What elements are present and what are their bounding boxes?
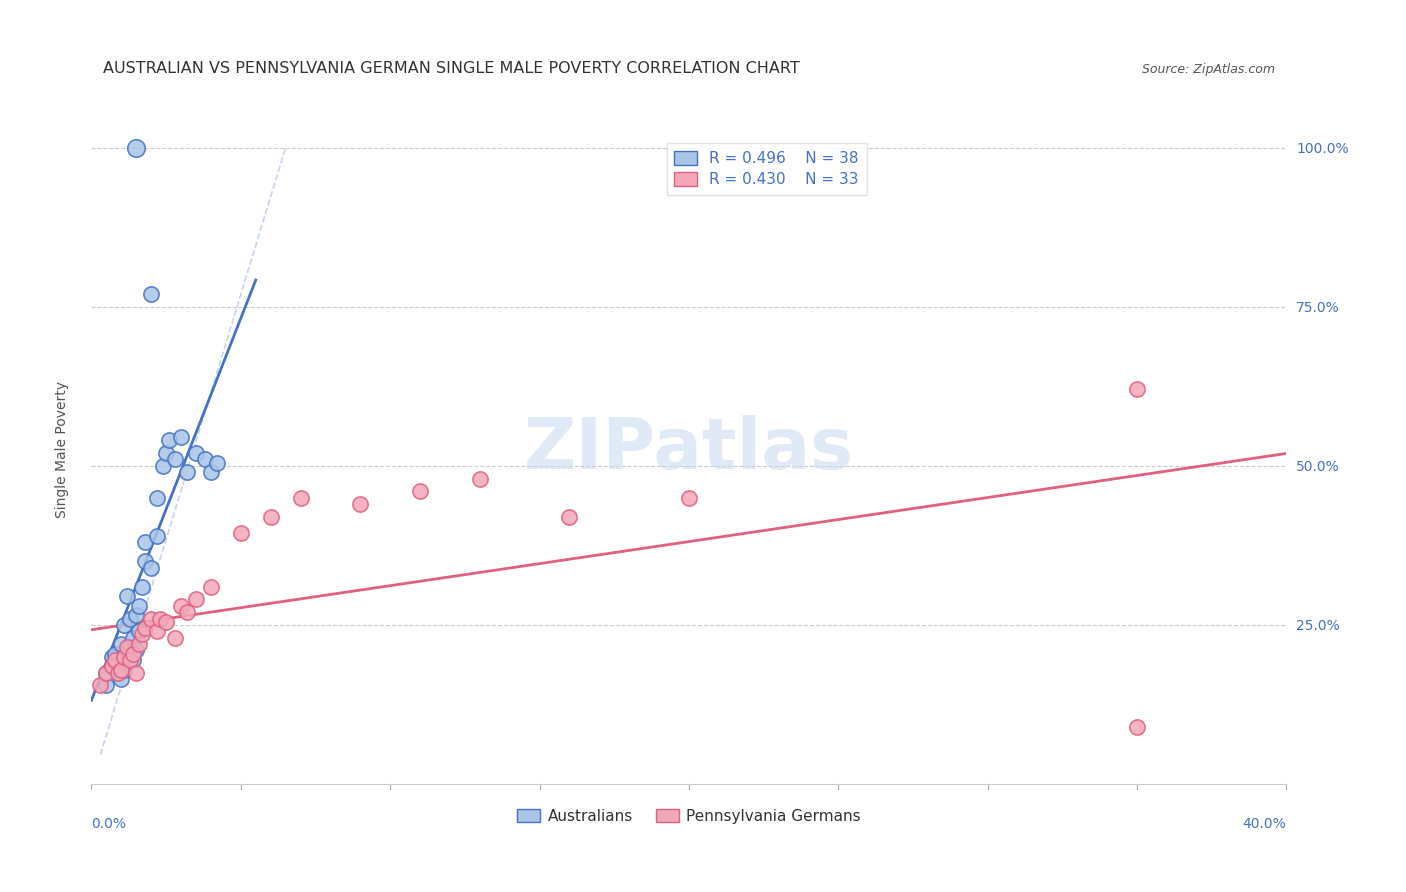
Point (110, 663, 132, 677)
Point (134, 535, 156, 549)
Point (155, 615, 177, 629)
Point (1126, 720, 1149, 734)
Point (96, 678, 118, 692)
Point (107, 665, 129, 680)
Point (184, 592, 207, 607)
Point (101, 659, 124, 673)
Point (110, 672, 132, 686)
Point (141, 611, 163, 625)
Text: Single Male Poverty: Single Male Poverty (55, 382, 69, 518)
Point (176, 605, 198, 619)
Point (131, 580, 153, 594)
Point (125, 608, 148, 623)
Point (141, 560, 163, 574)
Point (120, 653, 142, 667)
Point (165, 452, 187, 467)
Point (134, 554, 156, 568)
Point (1126, 383, 1149, 397)
Point (125, 643, 148, 657)
Point (170, 430, 193, 444)
Point (117, 590, 139, 604)
Point (176, 465, 198, 479)
Point (146, 624, 169, 639)
Point (120, 611, 142, 625)
Point (149, 611, 172, 625)
Point (205, 456, 228, 470)
Point (200, 465, 222, 479)
Point (110, 656, 132, 670)
Point (128, 599, 150, 613)
Point (96, 665, 118, 680)
Point (229, 525, 252, 540)
Point (165, 631, 187, 645)
Point (170, 599, 193, 613)
Point (290, 491, 312, 505)
Text: ZIPatlas: ZIPatlas (524, 416, 853, 484)
Point (128, 637, 150, 651)
Point (112, 649, 135, 664)
Point (409, 484, 432, 499)
Point (120, 640, 142, 655)
Point (122, 653, 145, 667)
Point (146, 491, 169, 505)
Point (131, 627, 153, 641)
Point (101, 649, 124, 664)
Point (110, 637, 132, 651)
Point (125, 665, 148, 680)
Text: 40.0%: 40.0% (1243, 817, 1286, 831)
Point (184, 446, 207, 460)
Point (157, 434, 180, 448)
Point (117, 640, 139, 655)
Point (112, 663, 135, 677)
Point (468, 472, 491, 486)
Point (194, 452, 217, 467)
Point (96, 665, 118, 680)
Point (112, 618, 135, 632)
Point (104, 653, 127, 667)
Point (89, 678, 111, 692)
Point (200, 580, 222, 594)
Point (152, 458, 174, 473)
Text: Source: ZipAtlas.com: Source: ZipAtlas.com (1142, 62, 1274, 76)
Point (117, 649, 139, 664)
Point (122, 647, 145, 661)
Point (155, 446, 177, 460)
Point (678, 491, 700, 505)
Text: 0.0%: 0.0% (91, 817, 127, 831)
Point (146, 529, 169, 543)
Point (125, 141, 148, 155)
Point (107, 665, 129, 680)
Point (349, 497, 371, 511)
Point (104, 647, 127, 661)
Point (558, 509, 581, 524)
Legend: Australians, Pennsylvania Germans: Australians, Pennsylvania Germans (510, 803, 868, 830)
Text: AUSTRALIAN VS PENNSYLVANIA GERMAN SINGLE MALE POVERTY CORRELATION CHART: AUSTRALIAN VS PENNSYLVANIA GERMAN SINGLE… (104, 61, 800, 76)
Point (260, 509, 283, 524)
Point (134, 621, 156, 635)
Point (122, 631, 145, 645)
Point (104, 659, 127, 673)
Point (141, 287, 163, 301)
Point (128, 624, 150, 639)
